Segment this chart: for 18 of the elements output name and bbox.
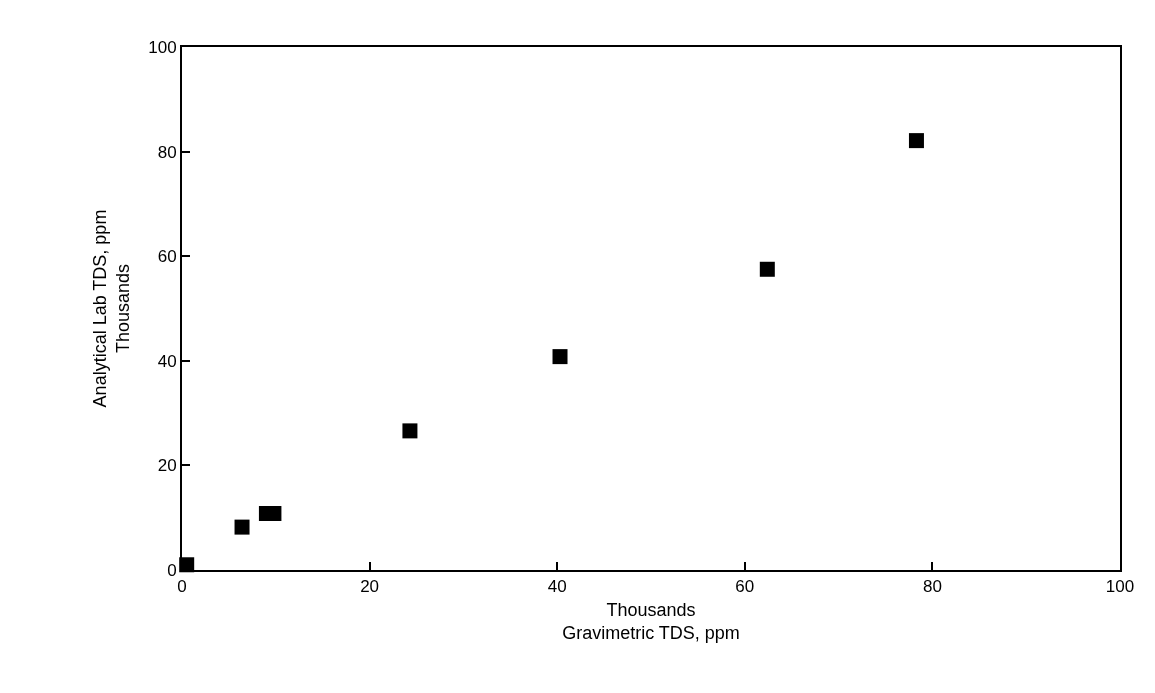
x-axis-title: Thousands Gravimetric TDS, ppm — [562, 600, 740, 644]
x-tick-label: 80 — [922, 577, 942, 597]
x-tick-label: 40 — [547, 577, 567, 597]
y-tick-label: 80 — [157, 142, 177, 162]
x-tick-label: 20 — [360, 577, 380, 597]
y-tick-label: 40 — [157, 351, 177, 371]
y-tick-label: 100 — [148, 37, 177, 57]
x-tick-label: 100 — [1105, 577, 1135, 597]
point — [234, 519, 250, 535]
y-tick-label: 20 — [157, 456, 177, 476]
y-axis-title: Analytical Lab TDS, ppm Thousands — [89, 209, 133, 408]
point — [552, 349, 568, 365]
y-tick-label: 60 — [157, 247, 177, 267]
point — [759, 261, 775, 277]
x-tick-label: 60 — [735, 577, 755, 597]
point — [402, 423, 418, 439]
y-tick-label: 0 — [167, 560, 177, 580]
point — [908, 133, 924, 149]
